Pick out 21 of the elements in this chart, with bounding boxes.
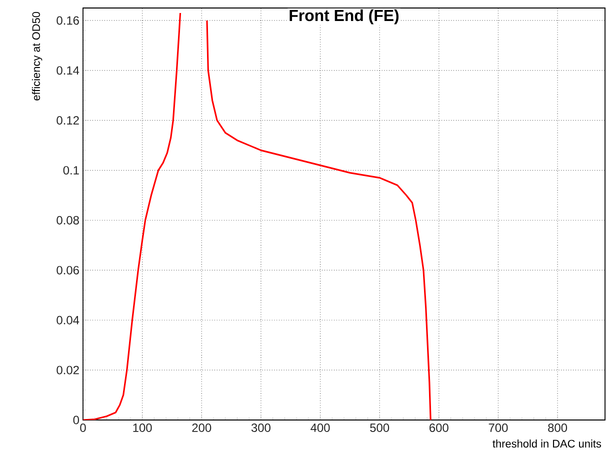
y-tick-label: 0.02 xyxy=(56,366,79,374)
x-tick-label: 300 xyxy=(251,424,270,432)
x-tick-label: 100 xyxy=(133,424,152,432)
x-tick-label: 0 xyxy=(80,424,86,432)
x-tick-label: 400 xyxy=(310,424,330,432)
x-tick-label: 700 xyxy=(488,424,508,432)
y-tick-label: 0.04 xyxy=(56,316,80,324)
x-tick-label: 600 xyxy=(430,424,448,432)
y-tick-label: 0.08 xyxy=(56,216,79,224)
x-tick-label: 800 xyxy=(548,424,568,432)
y-axis-title: efficiency at OD50 xyxy=(32,12,42,100)
y-tick-label: 0 xyxy=(73,416,80,424)
y-tick-label: 0.06 xyxy=(56,266,79,274)
y-tick-label: 0.14 xyxy=(56,66,80,75)
chart-title: Front End (FE) xyxy=(290,9,399,24)
x-tick-label: 200 xyxy=(192,424,212,432)
x-axis-title: threshold in DAC units xyxy=(492,440,602,448)
x-tick-label: 500 xyxy=(370,424,390,432)
y-tick-label: 0.16 xyxy=(56,16,79,25)
y-tick-label: 0.1 xyxy=(63,166,79,175)
y-tick-label: 0.12 xyxy=(56,116,79,125)
